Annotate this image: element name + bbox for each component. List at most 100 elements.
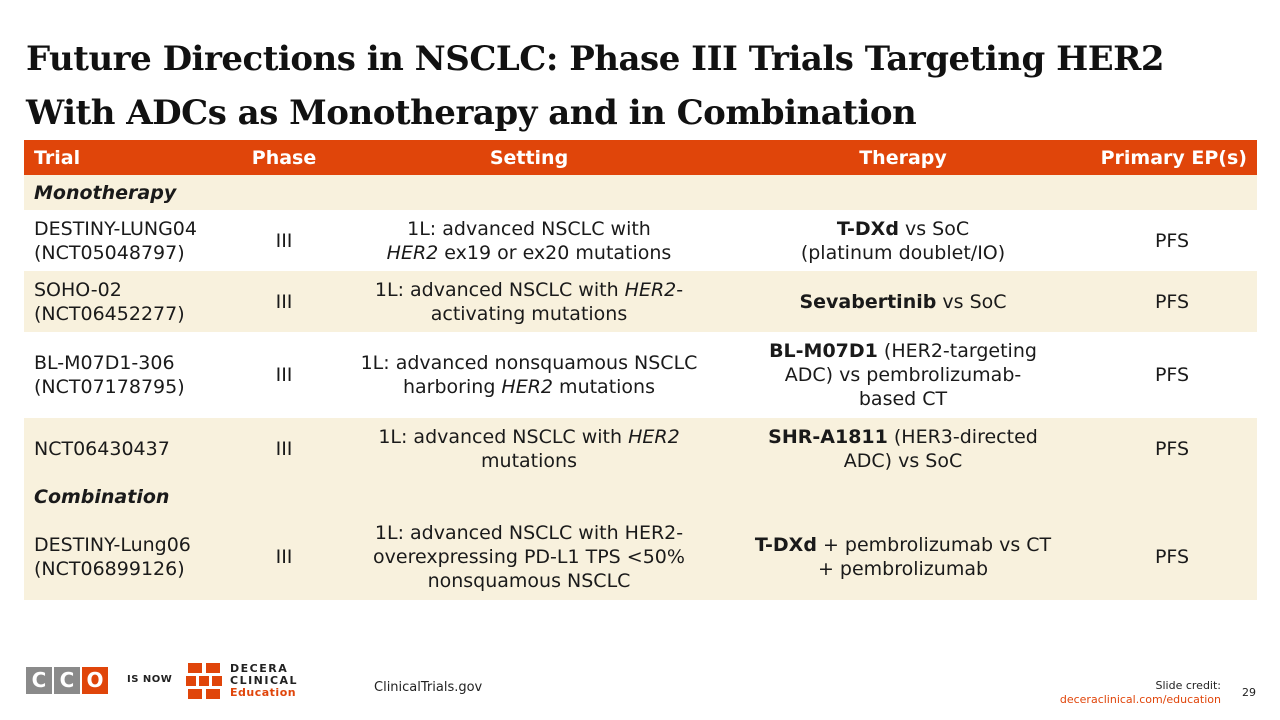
therapy-text: + pembrolizumab vs CT	[816, 534, 1052, 556]
setting-cell: 1L: advanced NSCLC with HER2 mutations	[339, 418, 719, 479]
decera-logo-icon	[186, 663, 222, 699]
section-row: Monotherapy	[24, 175, 1257, 210]
therapy-cell: Sevabertinib vs SoC	[719, 271, 1087, 332]
primary-ep-cell: PFS	[1087, 332, 1257, 418]
decera-line-2: CLINICAL	[230, 674, 299, 687]
section-row: Combination	[24, 479, 1257, 514]
therapy-text: ADC) vs SoC	[843, 449, 963, 472]
setting-text: -	[676, 278, 684, 301]
setting-text: 1L: advanced NSCLC with	[407, 217, 651, 240]
trial-text: (NCT07178795)	[34, 376, 185, 398]
decera-wordmark: DECERA CLINICAL Education	[230, 663, 298, 699]
table-row: DESTINY-LUNG04 (NCT05048797) III 1L: advanc…	[24, 210, 1257, 271]
trial-cell: SOHO-02 (NCT06452277)	[24, 271, 229, 332]
gene-name: HER2	[501, 376, 554, 398]
header-trial: Trial	[24, 140, 229, 175]
trial-cell: DESTINY-Lung06 (NCT06899126)	[24, 514, 229, 600]
drug-name: SHR-A1811	[768, 425, 888, 448]
gene-name: HER2	[628, 425, 680, 448]
title-line-1: Future Directions in NSCLC: Phase III Tr…	[26, 39, 1165, 79]
decera-line-1: DECERA	[230, 662, 289, 675]
setting-text: mutations	[553, 376, 655, 398]
header-setting: Setting	[339, 140, 719, 175]
setting-text: nonsquamous NSCLC	[427, 570, 631, 592]
setting-text: harboring	[403, 376, 502, 398]
trial-cell: BL-M07D1-306 (NCT07178795)	[24, 332, 229, 418]
setting-cell: 1L: advanced NSCLC with HER2 ex19 or ex20…	[339, 210, 719, 271]
setting-text: mutations	[481, 449, 577, 472]
credit-label: Slide credit:	[1155, 679, 1222, 692]
setting-cell: 1L: advanced nonsquamous NSCLC harboring …	[339, 332, 719, 418]
drug-name: T-DXd	[754, 534, 817, 556]
trial-text: DESTINY-LUNG04	[34, 217, 197, 240]
trial-text: (NCT06452277)	[34, 302, 185, 325]
gene-name: HER2	[386, 241, 439, 264]
setting-text: ex19 or ex20 mutations	[438, 241, 672, 264]
section-label: Monotherapy	[24, 175, 1257, 210]
trials-table: Trial Phase Setting Therapy Primary EP(s…	[24, 140, 1257, 600]
drug-name: BL-M07D1	[769, 340, 878, 362]
primary-ep-cell: PFS	[1087, 514, 1257, 600]
trial-cell: DESTINY-LUNG04 (NCT05048797)	[24, 210, 229, 271]
section-label: Combination	[24, 479, 1257, 514]
source-citation: ClinicalTrials.gov	[374, 680, 483, 695]
trial-text: SOHO-02	[34, 278, 122, 301]
setting-text: 1L: advanced nonsquamous NSCLC	[360, 352, 698, 374]
primary-ep-cell: PFS	[1087, 271, 1257, 332]
drug-name: Sevabertinib	[799, 290, 937, 313]
therapy-text: (platinum doublet/IO)	[800, 241, 1006, 264]
trial-text: NCT06430437	[34, 437, 170, 460]
phase-cell: III	[229, 332, 339, 418]
table-row: SOHO-02 (NCT06452277) III 1L: advanced NSCL…	[24, 271, 1257, 332]
header-therapy: Therapy	[719, 140, 1087, 175]
is-now-label: IS NOW	[127, 674, 173, 685]
therapy-text: vs SoC	[898, 217, 970, 240]
therapy-text: ADC) vs pembrolizumab-	[784, 364, 1022, 386]
therapy-cell: SHR-A1811 (HER3-directed ADC) vs SoC	[719, 418, 1087, 479]
title-line-2: With ADCs as Monotherapy and in Combinat…	[26, 93, 917, 133]
header-phase: Phase	[229, 140, 339, 175]
therapy-text: based CT	[858, 388, 948, 410]
setting-text: 1L: advanced NSCLC with	[378, 425, 629, 448]
therapy-text: vs SoC	[936, 290, 1007, 313]
gene-name: HER2	[624, 278, 677, 301]
therapy-text: (HER2-targeting	[877, 340, 1037, 362]
cco-letter: O	[82, 667, 108, 694]
therapy-cell: BL-M07D1 (HER2-targeting ADC) vs pembroli…	[719, 332, 1087, 418]
header-primary-ep: Primary EP(s)	[1087, 140, 1257, 175]
primary-ep-cell: PFS	[1087, 210, 1257, 271]
primary-ep-cell: PFS	[1087, 418, 1257, 479]
trial-text: BL-M07D1-306	[34, 352, 175, 374]
therapy-cell: T-DXd vs SoC (platinum doublet/IO)	[719, 210, 1087, 271]
setting-text: 1L: advanced NSCLC with	[374, 278, 625, 301]
phase-cell: III	[229, 210, 339, 271]
phase-cell: III	[229, 418, 339, 479]
table-row: BL-M07D1-306 (NCT07178795) III 1L: advanced…	[24, 332, 1257, 418]
setting-cell: 1L: advanced NSCLC with HER2- overexpress…	[339, 514, 719, 600]
therapy-text: + pembrolizumab	[817, 558, 989, 580]
slide-title: Future Directions in NSCLC: Phase III Tr…	[26, 32, 1256, 140]
trial-text: (NCT06899126)	[34, 558, 185, 580]
table-row: DESTINY-Lung06 (NCT06899126) III 1L: advanc…	[24, 514, 1257, 600]
table-row: NCT06430437 III 1L: advanced NSCLC with HE…	[24, 418, 1257, 479]
table-header-row: Trial Phase Setting Therapy Primary EP(s…	[24, 140, 1257, 175]
therapy-cell: T-DXd + pembrolizumab vs CT + pembrolizum…	[719, 514, 1087, 600]
slide-credit: Slide credit: deceraclinical.com/educati…	[1060, 679, 1221, 707]
setting-text: overexpressing PD-L1 TPS <50%	[373, 546, 685, 568]
phase-cell: III	[229, 514, 339, 600]
therapy-text: (HER3-directed	[887, 425, 1038, 448]
trial-text: DESTINY-Lung06	[34, 534, 191, 556]
setting-text: 1L: advanced NSCLC with HER2-	[374, 522, 684, 544]
setting-cell: 1L: advanced NSCLC with HER2- activating …	[339, 271, 719, 332]
cco-logo-icon: C C O	[26, 667, 108, 694]
phase-cell: III	[229, 271, 339, 332]
trial-cell: NCT06430437	[24, 418, 229, 479]
page-number: 29	[1242, 686, 1256, 699]
decera-line-3: Education	[230, 686, 297, 699]
setting-text: activating mutations	[430, 302, 628, 325]
trial-text: (NCT05048797)	[34, 241, 185, 264]
cco-letter: C	[54, 667, 80, 694]
credit-url[interactable]: deceraclinical.com/education	[1059, 693, 1221, 706]
drug-name: T-DXd	[836, 217, 899, 240]
cco-letter: C	[26, 667, 52, 694]
